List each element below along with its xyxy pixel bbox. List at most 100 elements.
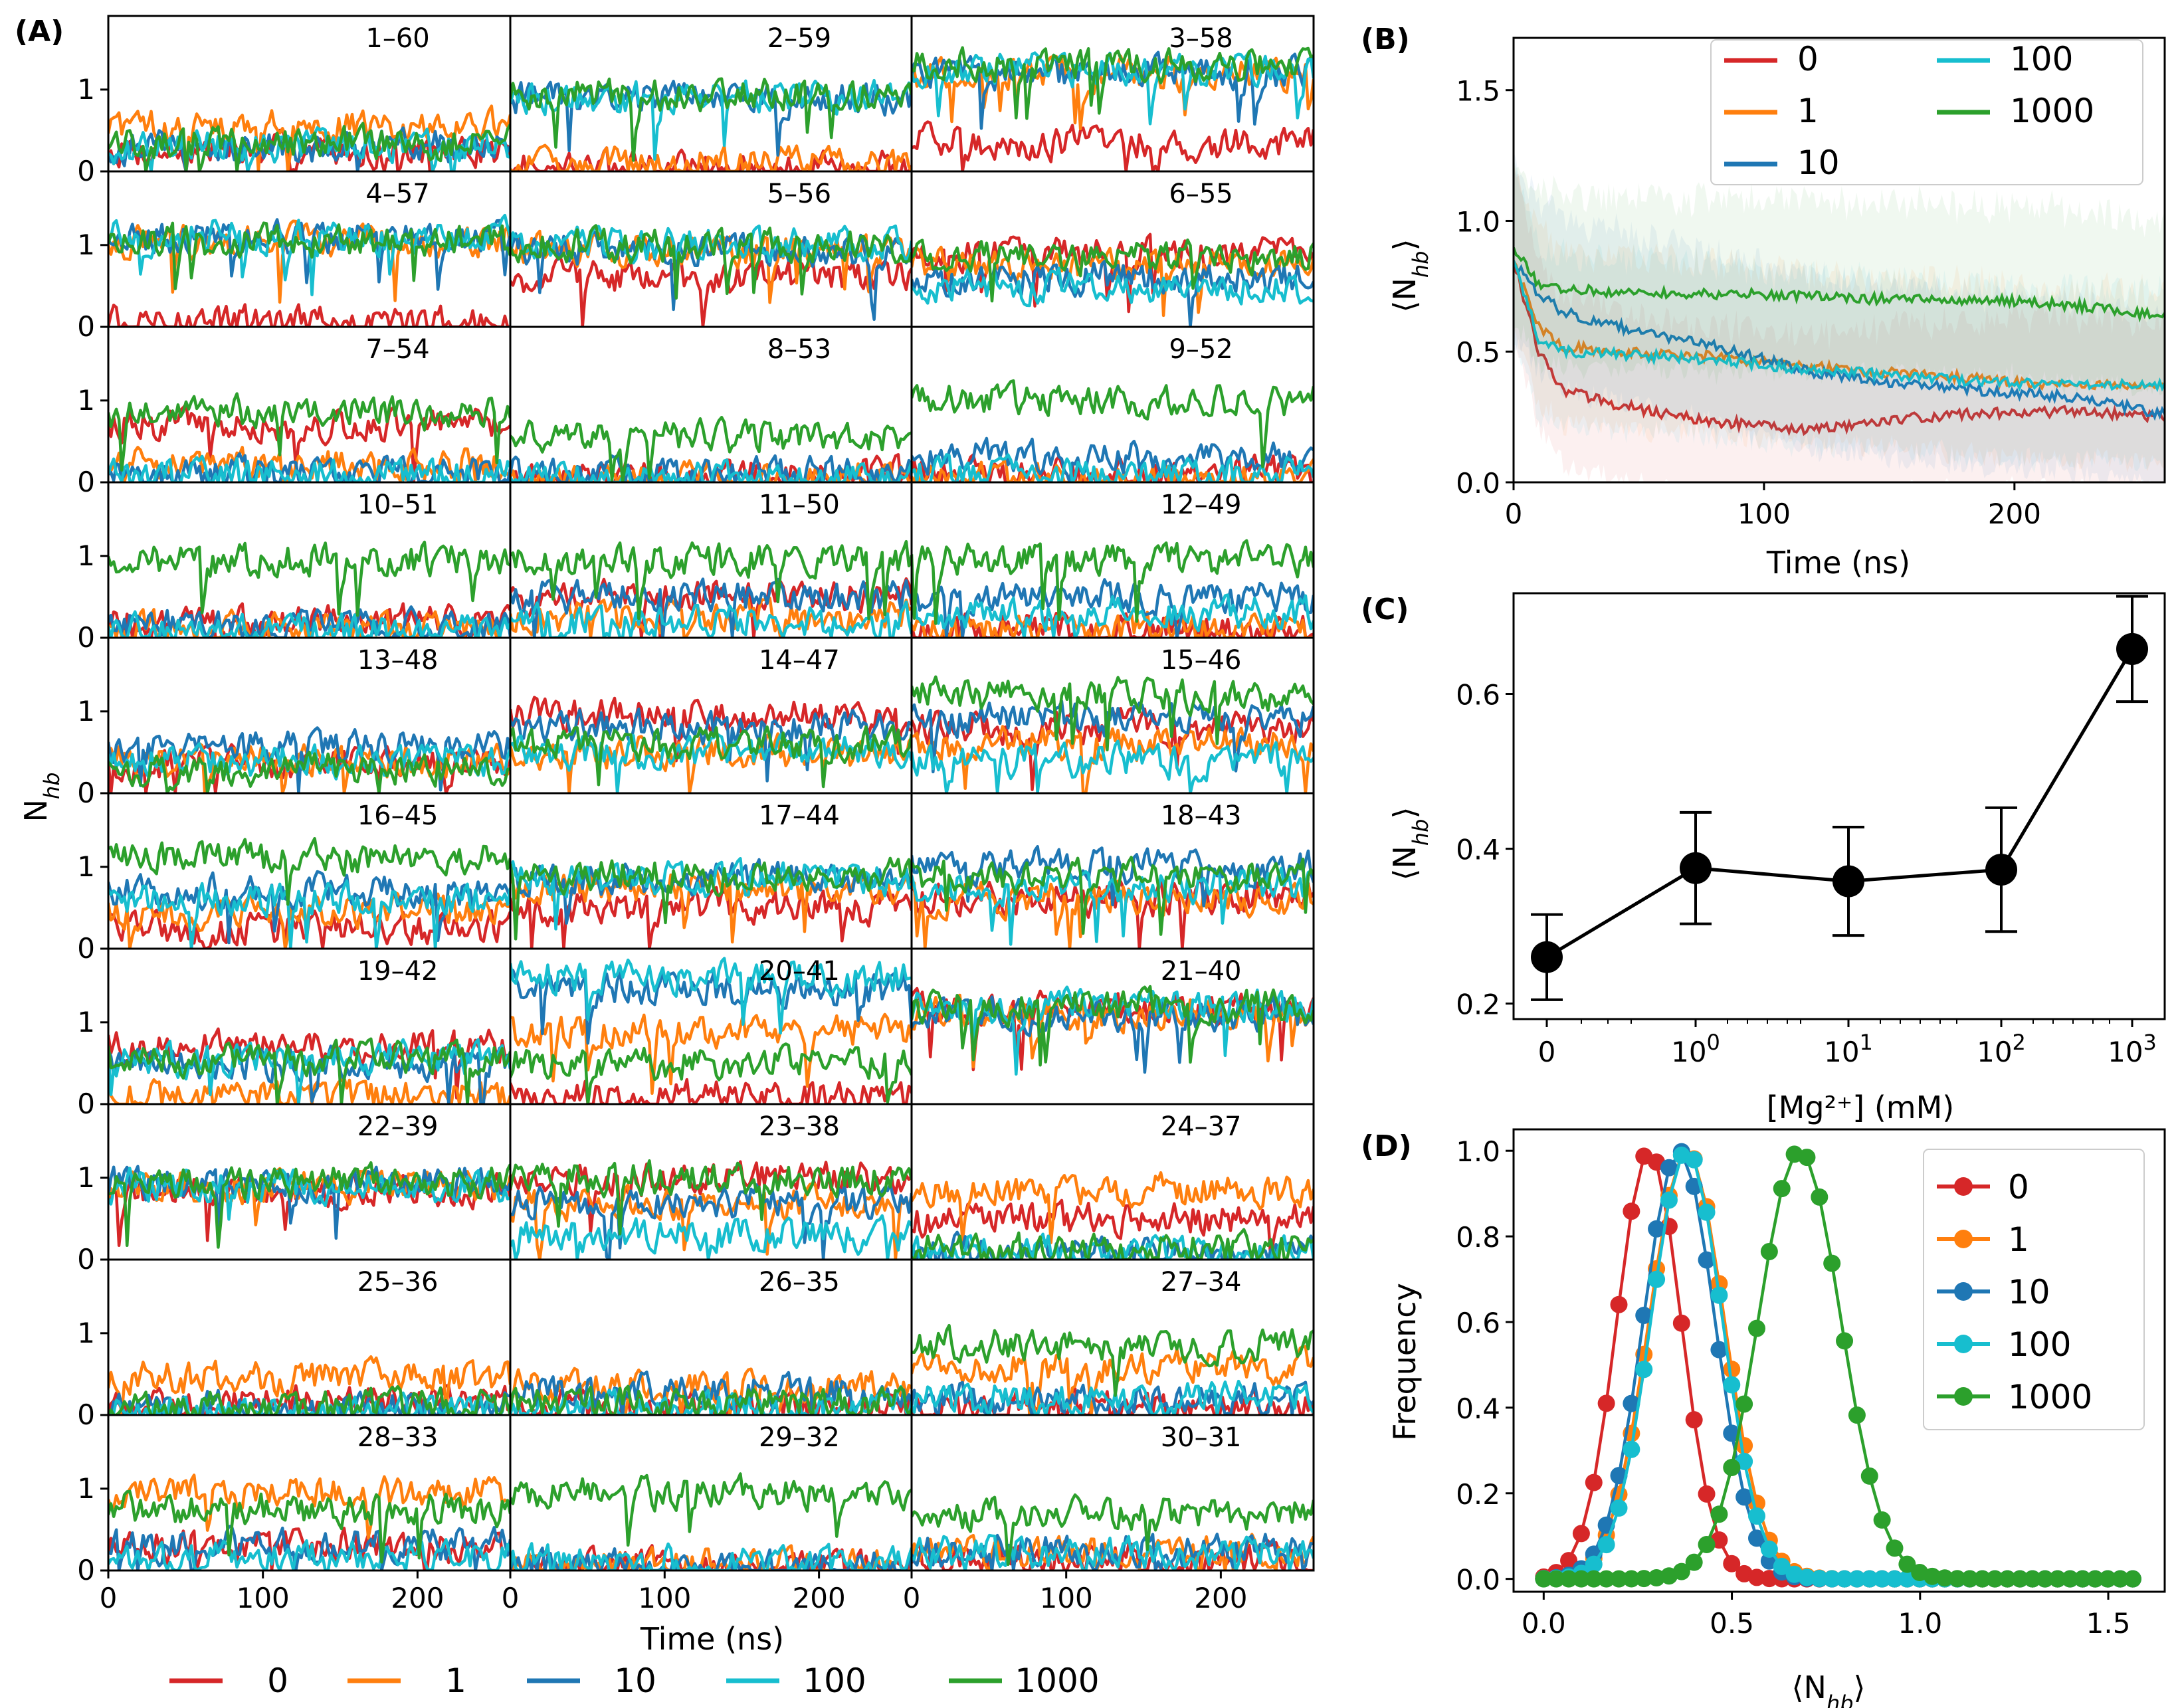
- legend-label-10: 10: [1797, 143, 1840, 182]
- legend-label-100: 100: [803, 1661, 866, 1700]
- pair-label: 25–36: [357, 1267, 439, 1297]
- trace-10-mM: [510, 708, 912, 783]
- histogram-point: [1685, 1151, 1703, 1169]
- histogram-point: [1973, 1570, 1991, 1588]
- histogram-point: [2023, 1570, 2041, 1588]
- pair-label: 18–43: [1161, 801, 1242, 831]
- pair-label: 30–31: [1161, 1422, 1242, 1453]
- pair-label: 21–40: [1161, 956, 1242, 987]
- subplot-12–49: 12–49: [910, 481, 1315, 639]
- xtick-label: 0.5: [1710, 1607, 1754, 1640]
- subplot-series: [912, 1171, 1314, 1260]
- subplot-30–31: 30–31 0 100 200: [903, 1414, 1315, 1614]
- ytick-label: 0: [77, 777, 95, 809]
- ytick-label: 0.8: [1456, 1221, 1500, 1254]
- ytick-label: 0: [77, 1088, 95, 1120]
- pair-label: 3–58: [1169, 23, 1233, 54]
- trace-1000-mM: [510, 539, 912, 620]
- histogram-point: [1873, 1570, 1891, 1588]
- xtick-label: 0: [903, 1582, 921, 1614]
- xtick-label: 200: [391, 1582, 444, 1614]
- histogram-point: [1747, 1507, 1765, 1525]
- subplot-series: [912, 233, 1314, 327]
- xtick-label: 100: [1737, 498, 1791, 530]
- subplot-23–38: 23–38: [509, 1103, 913, 1261]
- panel-d-xlabel: ⟨Nhb⟩: [1792, 1669, 1866, 1708]
- histogram-point: [2124, 1570, 2141, 1588]
- ytick-label: 0.0: [1456, 1564, 1500, 1596]
- data-point: [1985, 854, 2017, 886]
- legend-label-1: 1: [445, 1661, 466, 1700]
- subplot-4–57: 4–57 0 1: [77, 170, 512, 343]
- legend-label-0: 0: [1797, 40, 1819, 78]
- pair-label: 9–52: [1169, 334, 1233, 365]
- pair-label: 28–33: [357, 1422, 439, 1453]
- histogram-point: [1672, 1314, 1690, 1332]
- ytick-label: 0: [77, 1398, 95, 1431]
- subplot-series: [108, 1355, 510, 1415]
- histogram-point: [1848, 1406, 1866, 1424]
- trace-1000-mM: [912, 46, 1314, 120]
- histogram-point: [1747, 1568, 1765, 1586]
- mean-line-1000-mM: [1514, 246, 2165, 323]
- trace-100-mM: [510, 600, 912, 638]
- histogram-point: [1547, 1570, 1565, 1588]
- subplot-7–54: 7–54 0 1: [77, 326, 512, 498]
- histogram-point: [1811, 1570, 1829, 1588]
- xtick-label: 0.0: [1522, 1607, 1566, 1640]
- histogram-point: [1610, 1499, 1628, 1517]
- subplot-frame: [910, 1414, 1315, 1572]
- subplot-series: [912, 1493, 1314, 1570]
- histogram-point: [1723, 1361, 1741, 1378]
- trace-1000-mM: [912, 379, 1314, 468]
- band-10-mM: [1514, 151, 2165, 482]
- histogram-point: [1873, 1511, 1891, 1529]
- histogram-point: [1886, 1570, 1904, 1588]
- errorbar-point-1: [1680, 810, 1712, 925]
- subplot-18–43: 18–43: [910, 792, 1315, 950]
- histogram-point: [1610, 1570, 1628, 1588]
- xtick-label: 100: [1040, 1582, 1093, 1614]
- trace-1000-mM: [912, 1323, 1314, 1397]
- trace-1-mM: [108, 1473, 510, 1540]
- legend-label-1: 1: [1797, 92, 1819, 130]
- histogram-point: [1886, 1539, 1904, 1557]
- subplot-series: [510, 77, 912, 171]
- ytick-label: 0.2: [1456, 989, 1500, 1021]
- pair-label: 2–59: [767, 23, 831, 54]
- histogram-point: [1660, 1159, 1678, 1177]
- ytick-label: 0.6: [1456, 679, 1500, 712]
- histogram-point: [1623, 1394, 1640, 1412]
- histogram-point: [1773, 1180, 1791, 1198]
- trace-1-mM: [510, 143, 912, 171]
- subplot-series: [108, 726, 510, 793]
- histogram-point: [1811, 1188, 1829, 1206]
- ytick-label: 1: [77, 1161, 95, 1194]
- pair-label: 22–39: [357, 1111, 439, 1142]
- trace-100-mM: [510, 957, 912, 1035]
- trace-1-mM: [108, 891, 510, 949]
- histogram-point: [1623, 1202, 1640, 1220]
- histogram-point: [1773, 1557, 1791, 1575]
- trace-100-mM: [510, 458, 912, 482]
- ytick-label: 1.0: [1456, 205, 1500, 238]
- histogram-point: [1648, 1220, 1666, 1238]
- trace-10-mM: [912, 700, 1314, 774]
- errorbar-point-1000: [2116, 595, 2148, 704]
- histogram-point: [1986, 1570, 2004, 1588]
- ytick-label: 0: [77, 1554, 95, 1586]
- subplot-series: [108, 392, 510, 482]
- xtick-label: 200: [1988, 498, 2041, 530]
- ytick-label: 0.6: [1456, 1307, 1500, 1339]
- histogram-point: [1698, 1251, 1716, 1269]
- panel-d-frame: [1512, 1128, 2166, 1593]
- legend-box: [1710, 39, 2143, 185]
- trace-1000-mM: [108, 750, 510, 793]
- histogram-point: [1924, 1567, 1941, 1585]
- trace-1000-mM: [108, 221, 510, 290]
- trace-10-mM: [510, 230, 912, 322]
- subplot-series: [510, 1472, 912, 1570]
- panel-b-ylabel: ⟨Nhb⟩: [1387, 239, 1433, 313]
- panel-a-ylabel: Nhb: [18, 772, 64, 822]
- trace-0-mM: [510, 255, 912, 327]
